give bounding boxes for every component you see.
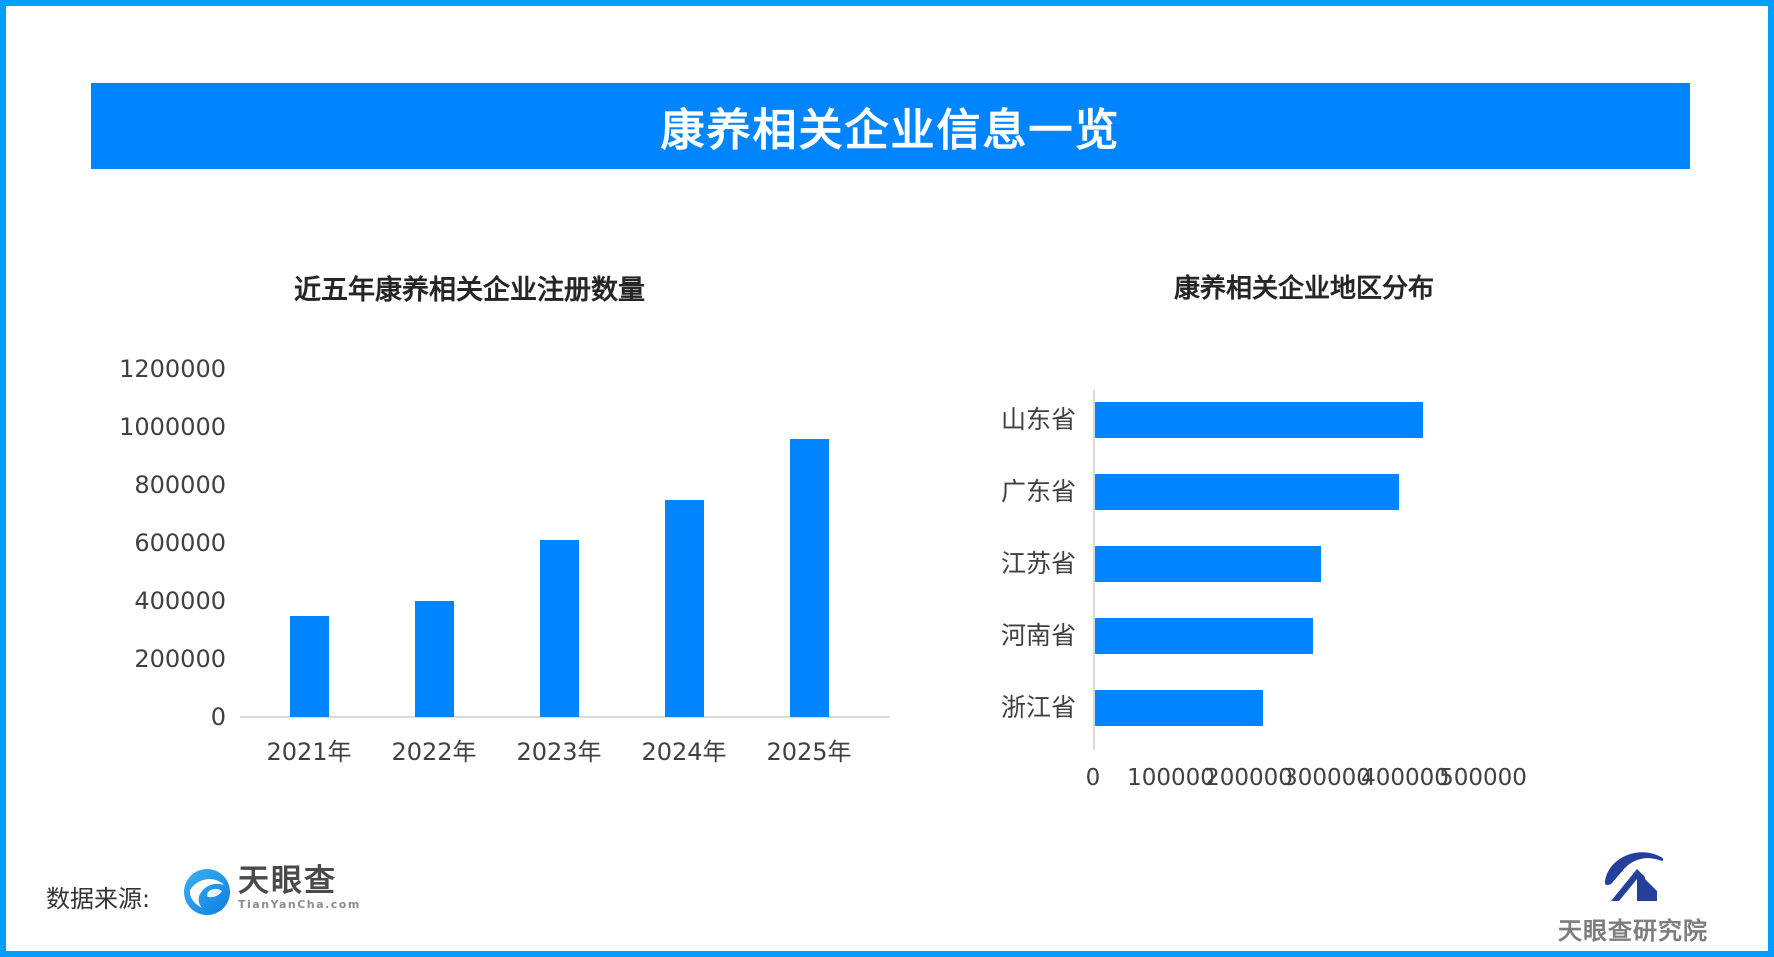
tianyancha-name: 天眼查: [238, 863, 337, 899]
header-banner: 康养相关企业信息一览: [91, 83, 1690, 169]
bar-江苏省: [1095, 546, 1322, 582]
y-axis-category-label: 山东省: [1000, 405, 1076, 434]
y-axis-tick-label: 0: [210, 703, 226, 731]
bar-2022年: [414, 601, 454, 717]
tianyancha-domain: TianYanCha.com: [238, 898, 361, 911]
x-axis-tick-label: 400000: [1361, 765, 1449, 791]
x-axis-category-label: 2022年: [391, 738, 477, 766]
institute-logo-block: 天眼查研究院: [1553, 845, 1713, 946]
x-axis-category-label: 2025年: [766, 738, 852, 766]
x-axis-tick-label: 100000: [1127, 765, 1215, 791]
bar-2023年: [539, 540, 579, 717]
bar-河南省: [1095, 618, 1314, 654]
bar-山东省: [1095, 402, 1423, 438]
x-axis-tick-label: 500000: [1439, 765, 1527, 791]
tianyancha-wordmark: 天眼查 TianYanCha.com: [238, 864, 361, 911]
right-chart-title: 康养相关企业地区分布: [1173, 274, 1434, 304]
bar-广东省: [1095, 474, 1400, 510]
x-axis-tick-label: 300000: [1283, 765, 1371, 791]
y-axis-category-label: 江苏省: [1000, 549, 1076, 578]
y-axis-tick-label: 200000: [134, 645, 226, 673]
y-axis-line: [1093, 390, 1095, 750]
bar-2021年: [289, 615, 329, 717]
x-axis-category-label: 2023年: [516, 738, 602, 766]
x-axis-category-label: 2021年: [266, 738, 352, 766]
y-axis-tick-label: 400000: [134, 587, 226, 615]
bar-浙江省: [1095, 690, 1263, 726]
x-axis-tick-label: 0: [1085, 765, 1101, 791]
x-axis-line: [240, 716, 890, 718]
y-axis-tick-label: 800000: [134, 471, 226, 499]
left-chart-title: 近五年康养相关企业注册数量: [294, 275, 645, 306]
data-source-label: 数据来源:: [46, 885, 151, 913]
y-axis-category-label: 河南省: [1000, 621, 1076, 650]
y-axis-category-label: 广东省: [1000, 477, 1076, 506]
institute-logo-icon: [1604, 852, 1664, 901]
y-axis-tick-label: 1000000: [119, 413, 226, 441]
tianyancha-logo-icon: [184, 869, 230, 915]
y-axis-tick-label: 1200000: [119, 355, 226, 383]
institute-name: 天眼查研究院: [1558, 917, 1708, 945]
bar-2024年: [664, 499, 704, 717]
y-axis-category-label: 浙江省: [1000, 693, 1076, 722]
page-title: 康养相关企业信息一览: [660, 105, 1121, 156]
x-axis-category-label: 2024年: [641, 738, 727, 766]
y-axis-tick-label: 600000: [134, 529, 226, 557]
bar-2025年: [789, 438, 829, 717]
x-axis-tick-label: 200000: [1205, 765, 1293, 791]
